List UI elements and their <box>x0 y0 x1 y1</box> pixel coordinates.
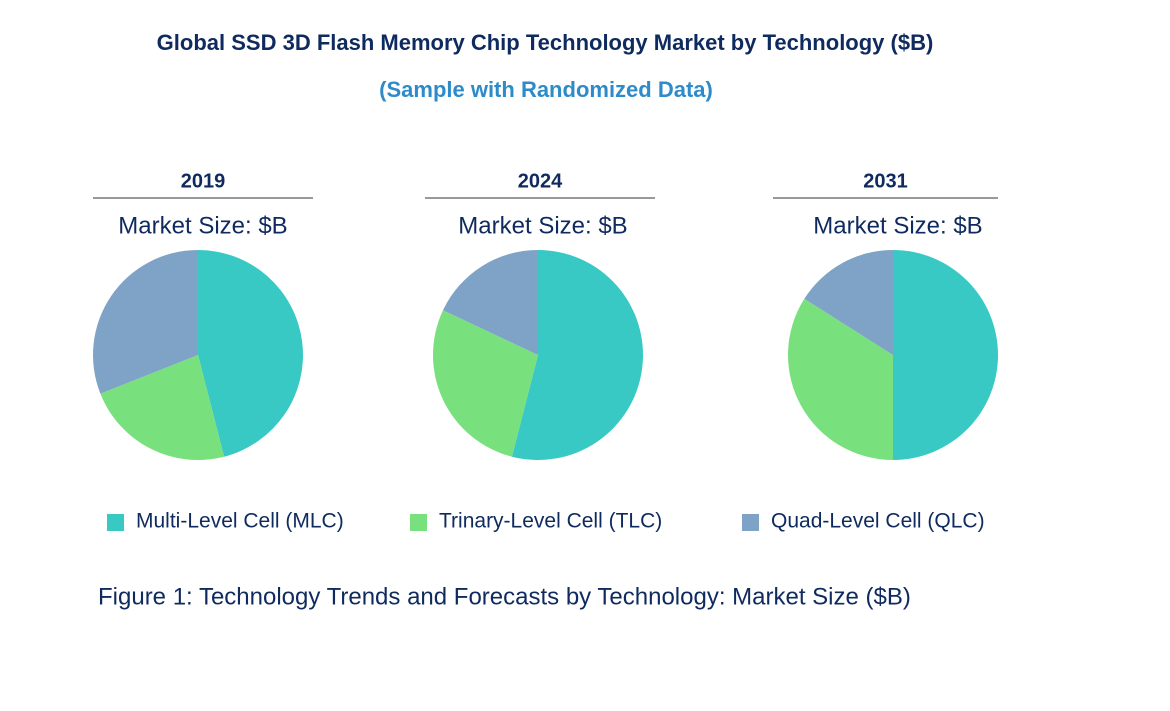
pie-slice <box>198 250 304 457</box>
pie-slice <box>804 250 893 355</box>
pie-slice <box>442 250 538 355</box>
legend-swatch <box>107 514 124 531</box>
pie-title: 2031 <box>863 170 908 192</box>
pie-slice <box>92 250 198 394</box>
legend-label: Quad-Level Cell (QLC) <box>771 510 985 533</box>
pie-slice <box>788 298 893 460</box>
caption: Figure 1: Technology Trends and Forecast… <box>98 583 911 610</box>
legend-label: Trinary-Level Cell (TLC) <box>439 510 662 533</box>
pie-slice <box>511 250 643 460</box>
legend-label: Multi-Level Cell (MLC) <box>136 510 344 533</box>
pie-subtitle: Market Size: $B <box>118 212 287 239</box>
pie-title: 2024 <box>518 170 563 192</box>
pie-slice <box>433 310 538 457</box>
page-subtitle: (Sample with Randomized Data) <box>379 77 713 102</box>
page-title: Global SSD 3D Flash Memory Chip Technolo… <box>157 30 934 55</box>
pie-slice <box>100 355 225 460</box>
pie-slice <box>893 250 998 460</box>
pie-title: 2019 <box>181 170 226 192</box>
pie-subtitle: Market Size: $B <box>813 212 982 239</box>
legend-swatch <box>410 514 427 531</box>
pie-subtitle: Market Size: $B <box>458 212 627 239</box>
legend-swatch <box>742 514 759 531</box>
